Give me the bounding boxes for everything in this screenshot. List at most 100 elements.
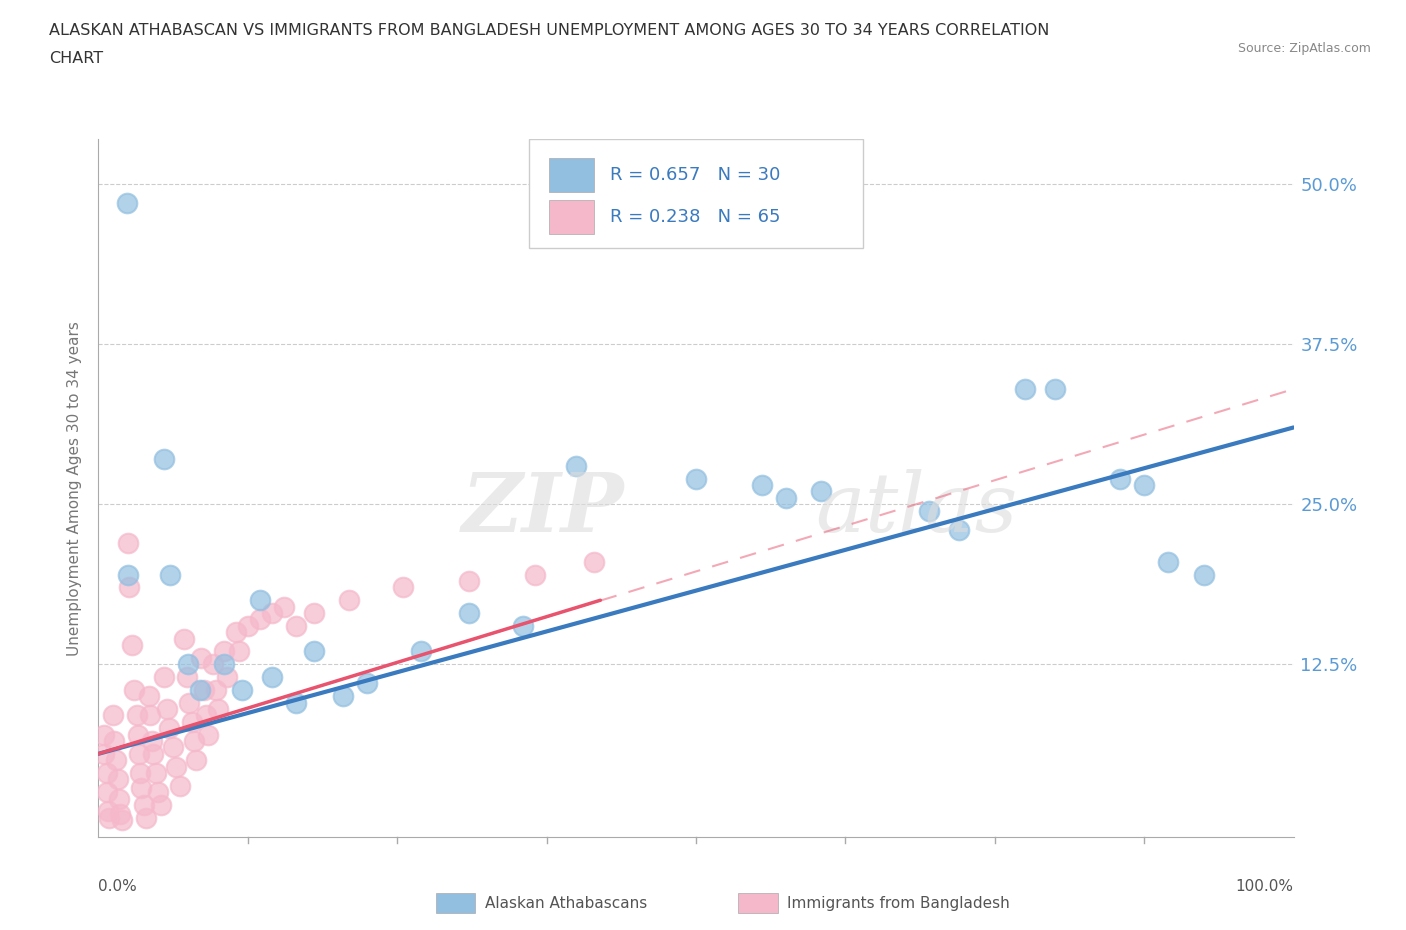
Point bbox=[128, 747, 150, 762]
Point bbox=[165, 759, 187, 774]
Point bbox=[105, 752, 128, 767]
Point bbox=[249, 592, 271, 607]
Point bbox=[194, 708, 218, 723]
Point bbox=[177, 657, 200, 671]
Point bbox=[117, 567, 139, 582]
Point bbox=[228, 644, 250, 658]
Point bbox=[96, 785, 118, 800]
Point bbox=[141, 734, 163, 749]
Point bbox=[212, 644, 235, 658]
Point bbox=[188, 683, 211, 698]
Point bbox=[148, 785, 170, 800]
Point bbox=[139, 708, 162, 723]
Point bbox=[231, 683, 253, 698]
Point bbox=[135, 810, 157, 825]
Point bbox=[1192, 567, 1215, 582]
Point bbox=[249, 612, 271, 627]
Point bbox=[124, 683, 146, 698]
Point bbox=[302, 644, 325, 658]
Point bbox=[93, 727, 115, 742]
Point bbox=[127, 727, 149, 742]
Point bbox=[180, 714, 202, 729]
Point bbox=[202, 657, 225, 671]
Point bbox=[512, 618, 534, 633]
Point bbox=[132, 798, 155, 813]
Point bbox=[204, 683, 226, 698]
Point bbox=[193, 683, 215, 698]
Point bbox=[356, 676, 378, 691]
Point bbox=[176, 670, 198, 684]
Point bbox=[260, 670, 283, 684]
Point bbox=[101, 708, 124, 723]
Point bbox=[96, 765, 118, 780]
Point bbox=[142, 747, 165, 762]
FancyBboxPatch shape bbox=[529, 140, 863, 247]
Point bbox=[149, 798, 172, 813]
Point bbox=[153, 452, 176, 467]
Point bbox=[273, 599, 295, 614]
Point bbox=[332, 689, 354, 704]
Point bbox=[918, 503, 941, 518]
Text: 100.0%: 100.0% bbox=[1236, 879, 1294, 894]
Text: R = 0.657   N = 30: R = 0.657 N = 30 bbox=[610, 166, 780, 184]
Point bbox=[458, 574, 481, 589]
Point bbox=[121, 638, 143, 653]
Point bbox=[810, 484, 832, 498]
Point bbox=[98, 810, 121, 825]
FancyBboxPatch shape bbox=[548, 158, 595, 192]
Point bbox=[411, 644, 433, 658]
Point bbox=[162, 740, 184, 755]
Text: ZIP: ZIP bbox=[461, 469, 624, 550]
Point bbox=[751, 478, 773, 493]
Point bbox=[565, 458, 588, 473]
Point bbox=[93, 747, 115, 762]
Point bbox=[107, 772, 129, 787]
Point bbox=[131, 781, 153, 796]
Point bbox=[225, 625, 247, 640]
Point bbox=[458, 605, 481, 620]
Point bbox=[260, 605, 283, 620]
Point bbox=[339, 592, 360, 607]
Point bbox=[97, 804, 120, 818]
Point bbox=[115, 196, 138, 211]
Text: Source: ZipAtlas.com: Source: ZipAtlas.com bbox=[1237, 42, 1371, 55]
Point bbox=[284, 618, 307, 633]
Point bbox=[583, 554, 606, 569]
Point bbox=[159, 567, 181, 582]
Text: Alaskan Athabascans: Alaskan Athabascans bbox=[485, 897, 647, 911]
Point bbox=[117, 535, 139, 550]
Point bbox=[173, 631, 195, 646]
Text: ALASKAN ATHABASCAN VS IMMIGRANTS FROM BANGLADESH UNEMPLOYMENT AMONG AGES 30 TO 3: ALASKAN ATHABASCAN VS IMMIGRANTS FROM BA… bbox=[49, 23, 1050, 38]
Point bbox=[138, 689, 160, 704]
Point bbox=[1014, 381, 1036, 396]
Point bbox=[169, 778, 191, 793]
Point bbox=[685, 472, 707, 486]
Point bbox=[197, 727, 219, 742]
Point bbox=[125, 708, 148, 723]
Point bbox=[1109, 472, 1132, 486]
Point bbox=[1043, 381, 1066, 396]
Text: CHART: CHART bbox=[49, 51, 103, 66]
Point bbox=[129, 765, 152, 780]
Point bbox=[153, 670, 176, 684]
Point bbox=[108, 806, 131, 821]
Point bbox=[236, 618, 259, 633]
Point bbox=[155, 701, 177, 716]
Point bbox=[212, 657, 235, 671]
Text: atlas: atlas bbox=[815, 469, 1018, 550]
Point bbox=[302, 605, 325, 620]
Point bbox=[207, 701, 229, 716]
Text: 0.0%: 0.0% bbox=[98, 879, 138, 894]
FancyBboxPatch shape bbox=[548, 200, 595, 233]
Point bbox=[775, 490, 797, 505]
Point bbox=[183, 734, 205, 749]
Text: Immigrants from Bangladesh: Immigrants from Bangladesh bbox=[787, 897, 1010, 911]
Y-axis label: Unemployment Among Ages 30 to 34 years: Unemployment Among Ages 30 to 34 years bbox=[67, 321, 83, 656]
Point bbox=[103, 734, 125, 749]
Point bbox=[948, 523, 970, 538]
Point bbox=[392, 580, 415, 595]
Point bbox=[1157, 554, 1180, 569]
Point bbox=[1133, 478, 1156, 493]
Point bbox=[217, 670, 239, 684]
Point bbox=[111, 813, 134, 828]
